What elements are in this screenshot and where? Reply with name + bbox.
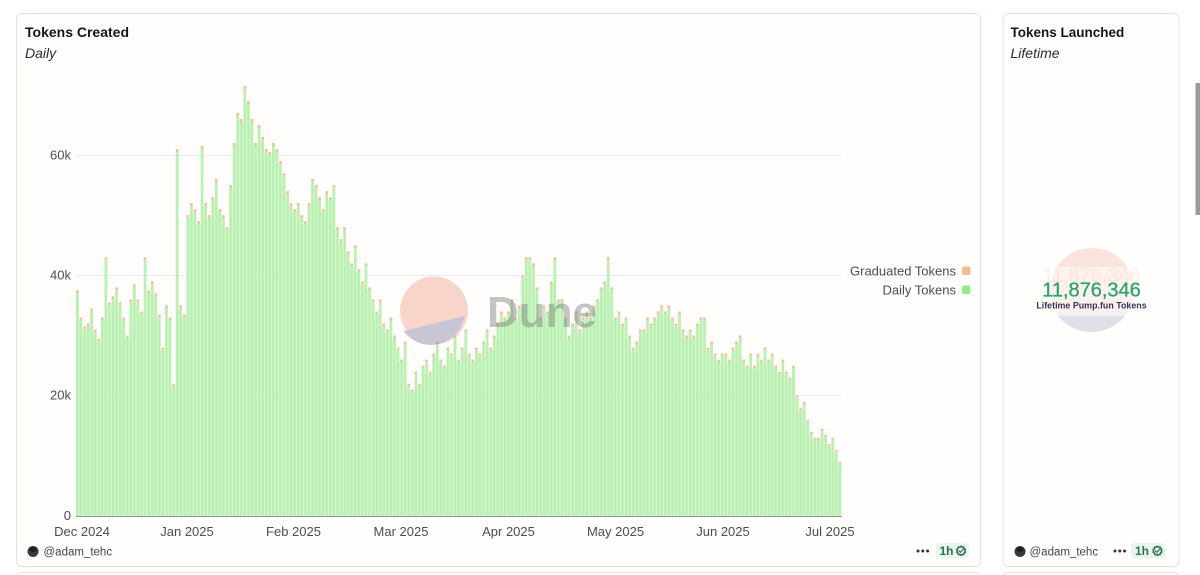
- svg-text:Tokens Launched: Tokens Launched: [1011, 25, 1125, 40]
- svg-text:1h: 1h: [940, 544, 954, 558]
- svg-text:Graduated Tokens: Graduated Tokens: [850, 264, 956, 279]
- svg-text:11,876,346: 11,876,346: [1042, 280, 1141, 302]
- svg-text:Lifetime: Lifetime: [1011, 45, 1060, 61]
- svg-text:60k: 60k: [50, 148, 71, 163]
- svg-text:Feb 2025: Feb 2025: [266, 524, 321, 539]
- svg-text:Mar 2025: Mar 2025: [374, 524, 429, 539]
- svg-text:11,876,346: 11,876,346: [1042, 265, 1141, 287]
- svg-text:Lifetime Pump.fun Tokens: Lifetime Pump.fun Tokens: [1036, 301, 1146, 311]
- svg-text:40k: 40k: [50, 268, 71, 283]
- svg-text:Tokens Created: Tokens Created: [25, 24, 129, 40]
- svg-text:May 2025: May 2025: [587, 524, 644, 539]
- svg-text:Jan 2025: Jan 2025: [160, 524, 214, 539]
- svg-text:@adam_tehc: @adam_tehc: [1030, 547, 1099, 559]
- svg-text:Daily: Daily: [25, 45, 57, 61]
- svg-text:@adam_tehc: @adam_tehc: [44, 547, 113, 559]
- svg-text:1h: 1h: [1135, 544, 1149, 558]
- svg-text:Jul 2025: Jul 2025: [805, 524, 854, 539]
- svg-text:0: 0: [64, 508, 71, 523]
- svg-text:Dune: Dune: [487, 288, 597, 337]
- svg-text:Dec 2024: Dec 2024: [54, 524, 110, 539]
- svg-text:Apr 2025: Apr 2025: [482, 524, 535, 539]
- svg-text:Jun 2025: Jun 2025: [696, 524, 750, 539]
- svg-text:Daily Tokens: Daily Tokens: [883, 283, 957, 298]
- svg-text:20k: 20k: [50, 388, 71, 403]
